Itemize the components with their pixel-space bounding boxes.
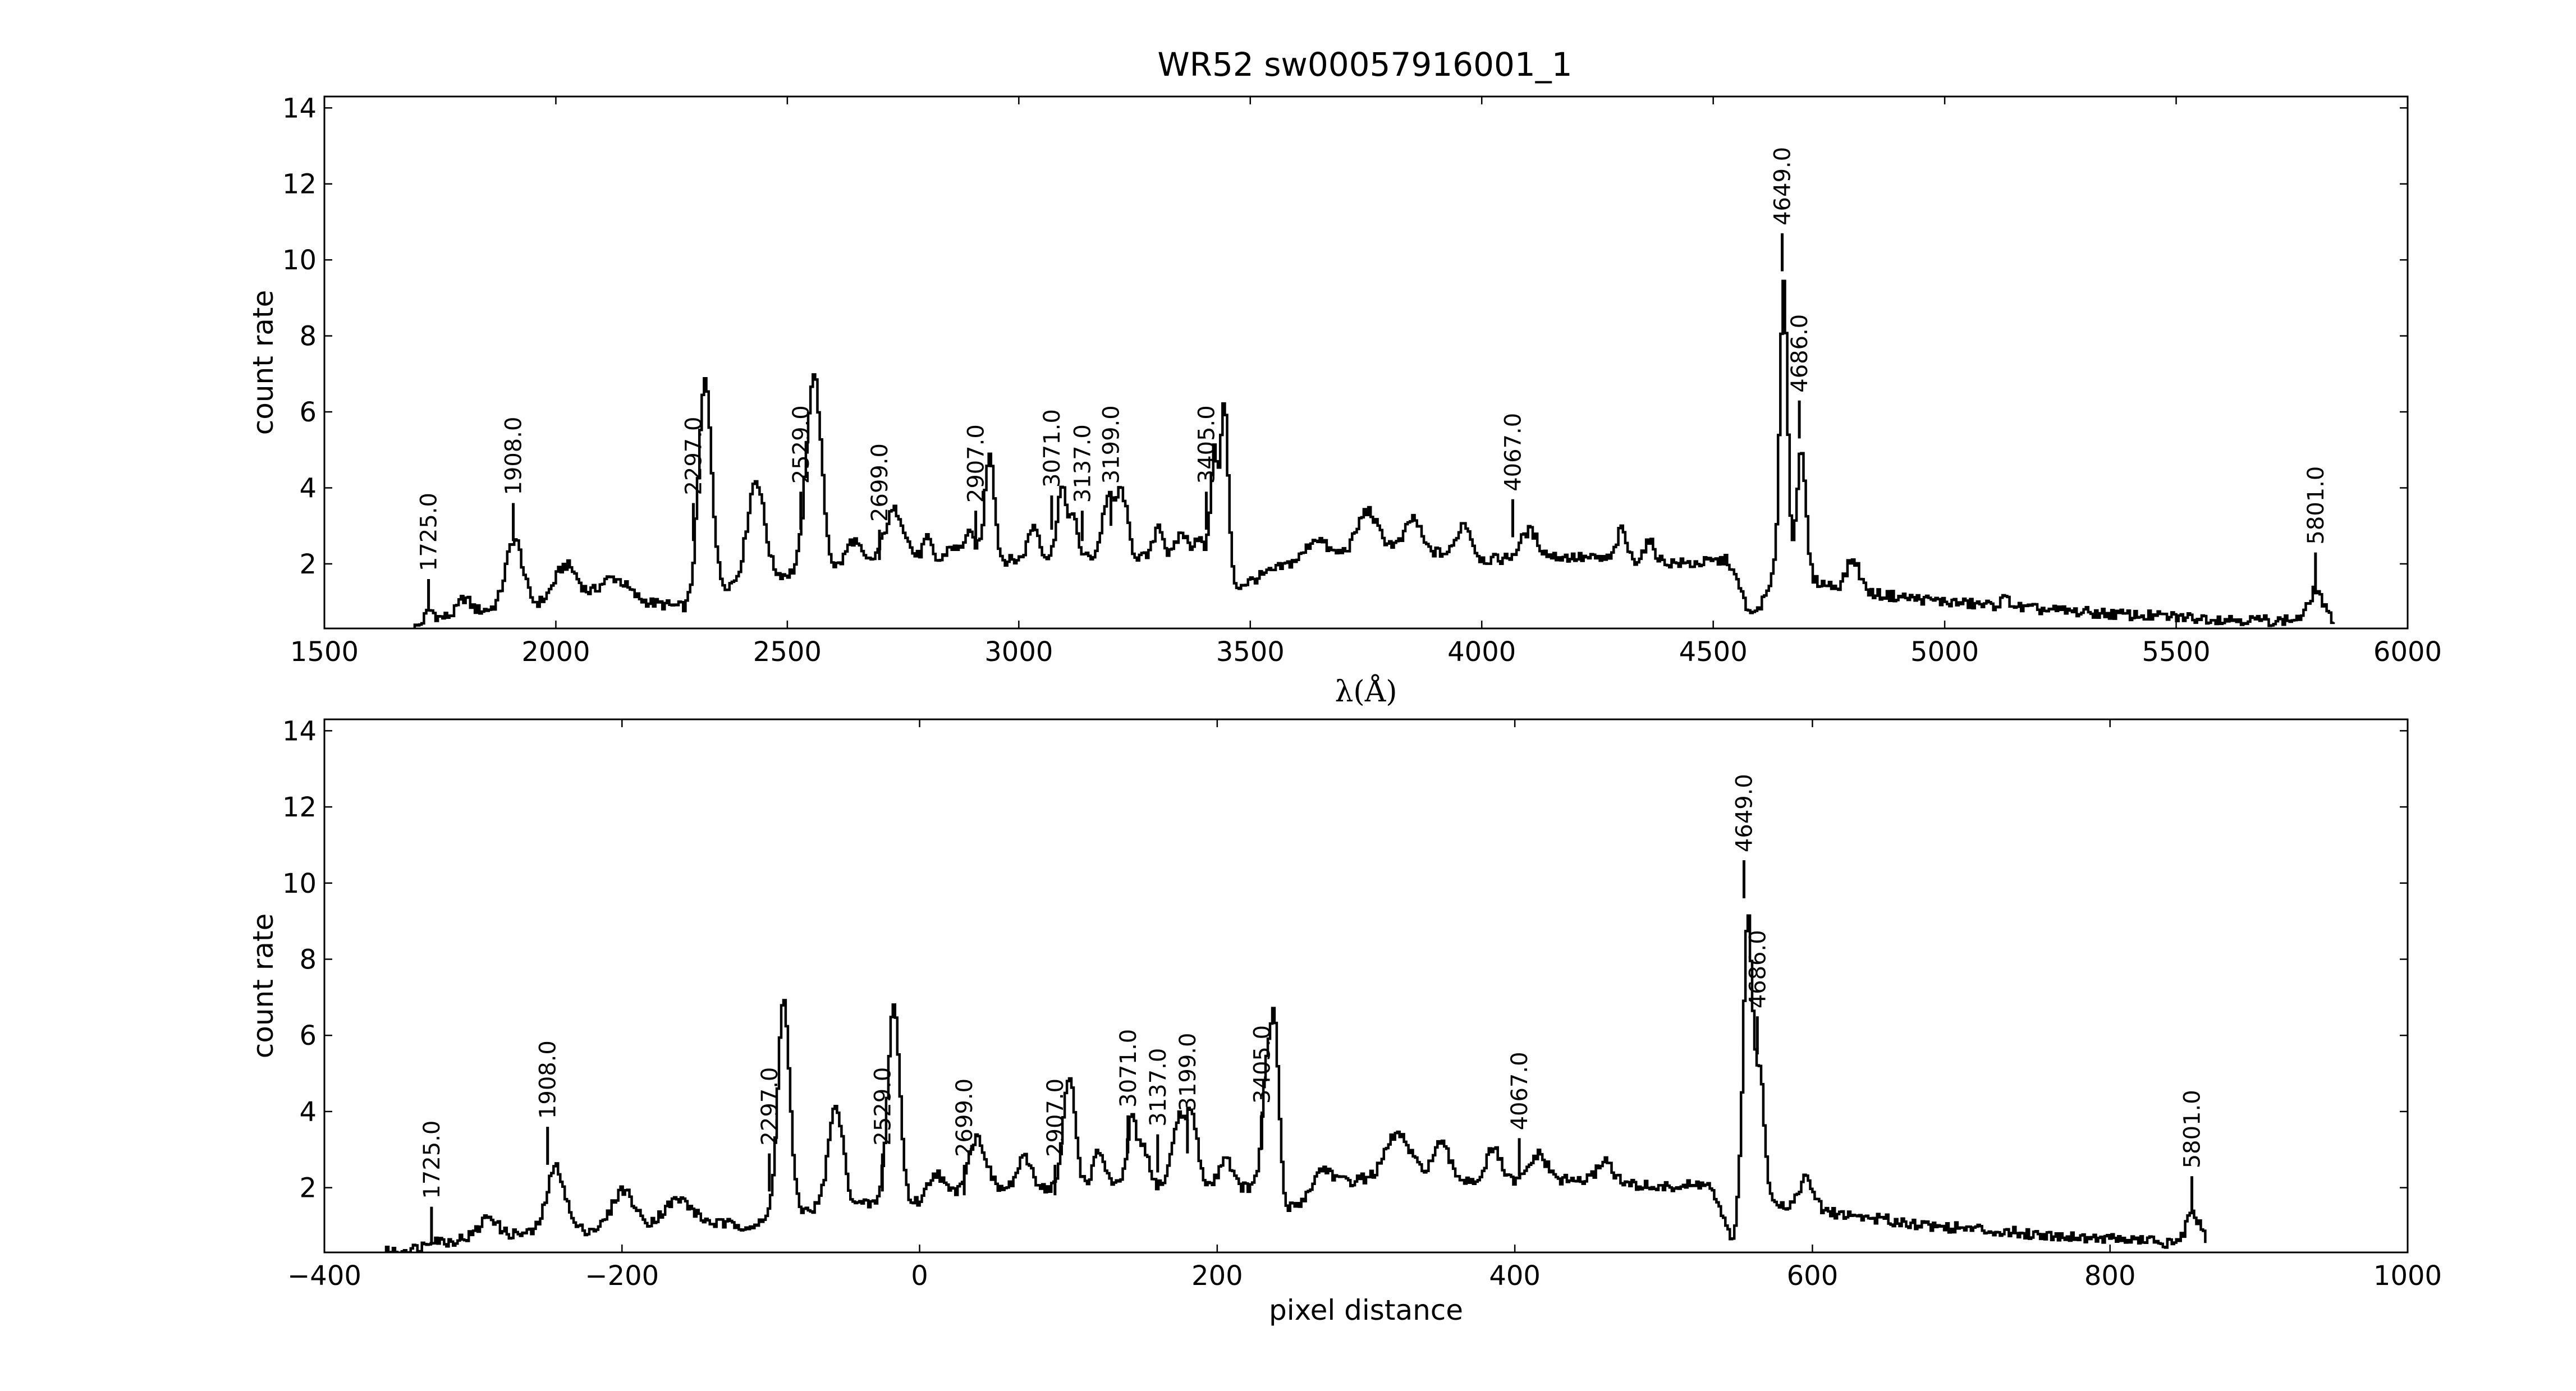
y-axis-label: count rate — [247, 290, 279, 435]
line-marker-label: 3405.0 — [1249, 1025, 1275, 1104]
y-tick-label: 4 — [299, 472, 317, 504]
chart-title: WR52 sw00057916001_1 — [1157, 45, 1572, 84]
line-marker-label: 5801.0 — [2303, 466, 2329, 545]
x-tick-label: 200 — [1191, 1260, 1243, 1292]
x-tick-label: −400 — [287, 1260, 361, 1292]
line-marker-label: 3071.0 — [1039, 409, 1065, 488]
y-tick-label: 4 — [299, 1096, 317, 1128]
x-tick-label: 4000 — [1447, 636, 1516, 668]
x-axis-label: pixel distance — [1269, 1294, 1463, 1326]
line-marker-label: 3199.0 — [1175, 1033, 1201, 1112]
x-tick-label: 1000 — [2373, 1260, 2442, 1292]
spectrum-line — [384, 914, 2207, 1252]
line-marker-label: 3071.0 — [1116, 1029, 1142, 1108]
line-marker-label: 4649.0 — [1770, 147, 1796, 226]
x-tick-label: 0 — [911, 1260, 928, 1292]
line-marker-label: 2699.0 — [867, 443, 893, 522]
x-tick-label: 3000 — [984, 636, 1053, 668]
x-tick-label: 400 — [1489, 1260, 1541, 1292]
y-axis-label: count rate — [247, 913, 279, 1059]
y-tick-label: 14 — [282, 93, 317, 124]
y-tick-label: 2 — [299, 1173, 317, 1204]
plot-frame — [323, 95, 2409, 630]
x-tick-label: 1500 — [290, 636, 359, 668]
x-tick-label: 3500 — [1216, 636, 1285, 668]
line-marker-label: 2529.0 — [870, 1067, 896, 1146]
x-tick-label: −200 — [585, 1260, 659, 1292]
x-tick-label: 6000 — [2373, 636, 2442, 668]
line-marker-label: 3137.0 — [1070, 424, 1096, 503]
panel-pixel-distance: −400 −200 0 200 400 600 800 1000 2 4 6 8 10 12 14 pixel… — [247, 715, 2442, 1326]
line-marker-label: 3137.0 — [1145, 1048, 1171, 1127]
y-tick-label: 10 — [282, 868, 317, 899]
x-tick-label: 2000 — [521, 636, 590, 668]
line-marker-label: 2297.0 — [757, 1067, 783, 1146]
line-marker-label: 4067.0 — [1500, 413, 1526, 492]
y-tick-label: 10 — [282, 245, 317, 276]
spectrum-line — [413, 279, 2335, 628]
line-marker-label: 3199.0 — [1098, 405, 1124, 484]
line-marker-label: 4067.0 — [1507, 1052, 1533, 1130]
line-marker-label: 2699.0 — [952, 1078, 978, 1157]
y-tick-label: 8 — [299, 321, 317, 352]
line-marker-label: 3405.0 — [1194, 405, 1220, 484]
x-axis-label: λ(Å) — [1335, 674, 1397, 709]
x-tick-label: 4500 — [1679, 636, 1748, 668]
plot-frame — [323, 718, 2409, 1254]
y-tick-label: 12 — [282, 169, 317, 200]
y-tick-label: 12 — [282, 792, 317, 823]
line-marker-label: 1908.0 — [501, 417, 527, 495]
line-marker-label: 1725.0 — [419, 1121, 445, 1199]
line-marker-label: 2297.0 — [681, 417, 707, 495]
line-marker-label: 5801.0 — [2180, 1090, 2206, 1168]
line-marker-label: 2907.0 — [964, 424, 989, 503]
y-tick-label: 6 — [299, 1020, 317, 1052]
line-marker-label: 4649.0 — [1731, 774, 1757, 852]
y-tick-label: 8 — [299, 944, 317, 976]
y-tick-label: 2 — [299, 549, 317, 580]
y-tick-label: 14 — [282, 715, 317, 747]
x-tick-label: 600 — [1787, 1260, 1839, 1292]
line-marker-label: 2529.0 — [789, 405, 814, 484]
x-tick-label: 5500 — [2142, 636, 2210, 668]
line-marker-label: 1908.0 — [535, 1040, 561, 1119]
panel-wavelength: 1500 2000 2500 3000 3500 4000 4500 5000 5500 6000… — [247, 93, 2442, 709]
x-tick-label: 2500 — [753, 636, 822, 668]
line-marker-label: 4686.0 — [1787, 314, 1813, 393]
line-marker-label: 1725.0 — [416, 493, 442, 571]
x-tick-label: 800 — [2084, 1260, 2136, 1292]
y-tick-label: 6 — [299, 397, 317, 428]
x-tick-label: 5000 — [1910, 636, 1979, 668]
line-marker-label: 2907.0 — [1043, 1078, 1069, 1157]
line-marker-label: 4686.0 — [1745, 930, 1771, 1008]
